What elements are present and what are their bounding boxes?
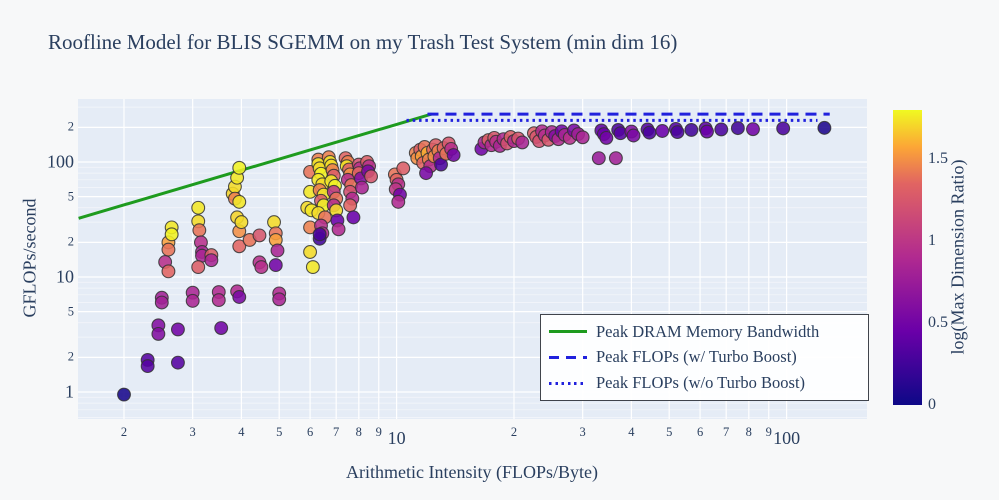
tick-label: 6 bbox=[696, 425, 704, 439]
tick-label: 5 bbox=[67, 304, 74, 319]
colorbar-tick-label: 0.5 bbox=[928, 314, 948, 332]
tick-label: 5 bbox=[276, 425, 283, 439]
tick-label: 2 bbox=[67, 119, 74, 134]
colorbar-tick-label: 1 bbox=[928, 232, 936, 250]
tick-label: 5 bbox=[666, 425, 673, 439]
tick-label: 100 bbox=[773, 428, 801, 448]
tick-label: 3 bbox=[189, 425, 196, 439]
tick-label: 2 bbox=[67, 349, 74, 364]
tick-label: 2 bbox=[120, 425, 128, 439]
chart-title: Roofline Model for BLIS SGEMM on my Tras… bbox=[48, 30, 678, 54]
x-axis-title: Arithmetic Intensity (FLOPs/Byte) bbox=[346, 462, 598, 482]
legend-label: Peak FLOPs (w/ Turbo Boost) bbox=[596, 347, 797, 367]
tick-label: 1 bbox=[65, 381, 74, 402]
legend-item-peak-flops-no-turbo[interactable]: Peak FLOPs (w/o Turbo Boost) bbox=[549, 373, 860, 393]
tick-label: 4 bbox=[238, 425, 245, 439]
tick-label: 7 bbox=[333, 425, 340, 439]
tick-label: 4 bbox=[628, 425, 635, 439]
colorbar bbox=[893, 110, 922, 405]
blue-dashed-line-icon bbox=[549, 355, 587, 359]
legend-item-peak-dram-bandwidth[interactable]: Peak DRAM Memory Bandwidth bbox=[549, 322, 860, 342]
tick-label: 3 bbox=[579, 425, 586, 439]
tick-label: 6 bbox=[306, 425, 314, 439]
legend: Peak DRAM Memory Bandwidth Peak FLOPs (w… bbox=[540, 314, 869, 401]
tick-label: 100 bbox=[47, 151, 74, 172]
legend-label: Peak FLOPs (w/o Turbo Boost) bbox=[596, 373, 806, 393]
scatter-canvas[interactable] bbox=[78, 99, 867, 419]
tick-label: 2 bbox=[67, 234, 74, 249]
blue-dotted-line-icon bbox=[549, 381, 587, 385]
colorbar-tick-label: 0 bbox=[928, 396, 936, 413]
y-axis-title: GFLOPs/second bbox=[19, 198, 40, 318]
tick-label: 10 bbox=[387, 428, 406, 448]
tick-label: 7 bbox=[723, 425, 730, 439]
tick-label: 9 bbox=[375, 425, 382, 439]
plot-area[interactable] bbox=[78, 99, 867, 419]
line-solid bbox=[78, 112, 433, 220]
tick-label: 10 bbox=[56, 266, 74, 287]
tick-label: 2 bbox=[510, 425, 518, 439]
tick-label: 5 bbox=[67, 189, 74, 204]
tick-label: 8 bbox=[745, 425, 752, 439]
green-solid-line-icon bbox=[549, 330, 587, 334]
legend-item-peak-flops-turbo[interactable]: Peak FLOPs (w/ Turbo Boost) bbox=[549, 347, 860, 367]
legend-label: Peak DRAM Memory Bandwidth bbox=[596, 321, 820, 341]
tick-label: 9 bbox=[765, 425, 772, 439]
tick-label: 8 bbox=[355, 425, 362, 439]
colorbar-title: log(Max Dimension Ratio) bbox=[947, 159, 968, 355]
colorbar-tick-label: 1.5 bbox=[928, 150, 948, 168]
